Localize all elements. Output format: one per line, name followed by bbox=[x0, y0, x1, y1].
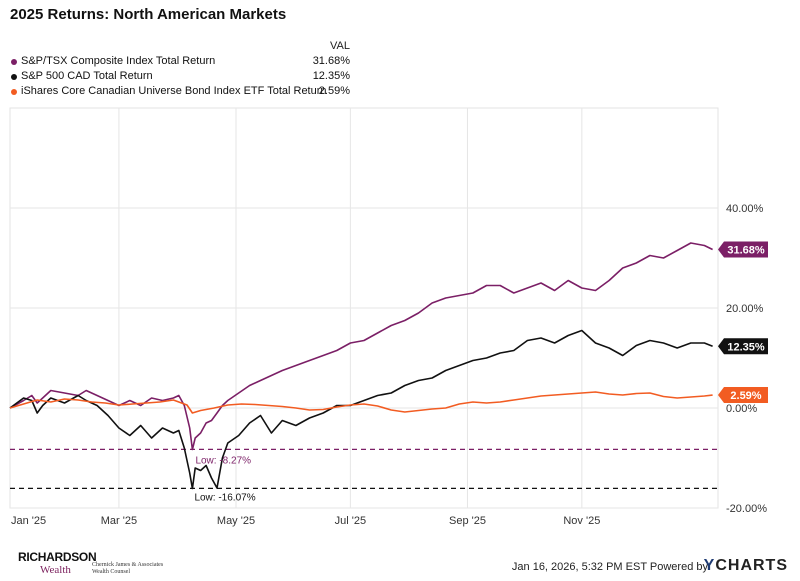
legend-dot-sp500 bbox=[11, 74, 17, 80]
end-badge-1 bbox=[718, 338, 768, 355]
legend-item-tsx[interactable]: S&P/TSX Composite Index Total Return 31.… bbox=[10, 55, 350, 69]
series-line-1 bbox=[9, 329, 713, 490]
legend-label-sp500: S&P 500 CAD Total Return bbox=[21, 70, 153, 82]
legend-value-sp500: 12.35% bbox=[312, 70, 350, 82]
end-label-0: 31.68% bbox=[727, 245, 765, 257]
series-line-2 bbox=[9, 391, 713, 414]
low-label-sp500: Low: -16.07% bbox=[194, 492, 255, 503]
legend-item-sp500[interactable]: S&P 500 CAD Total Return 12.35% bbox=[10, 70, 350, 84]
y-tick-label: -20.00% bbox=[726, 503, 767, 515]
end-badge-2 bbox=[718, 387, 768, 404]
logo-tag-1: Chernick James & Associates bbox=[92, 562, 164, 568]
x-tick-label: Jul '25 bbox=[335, 515, 366, 527]
legend-dot-tsx bbox=[11, 59, 17, 65]
end-label-2: 2.59% bbox=[730, 390, 761, 402]
ycharts-y: Y bbox=[703, 557, 716, 574]
end-badge-0 bbox=[718, 241, 768, 258]
legend-dot-bond bbox=[11, 89, 17, 95]
legend-item-bond[interactable]: iShares Core Canadian Universe Bond Inde… bbox=[10, 85, 350, 99]
series-line-0 bbox=[9, 242, 713, 451]
legend-label-tsx: S&P/TSX Composite Index Total Return bbox=[21, 55, 216, 67]
legend-value-bond: 2.59% bbox=[318, 85, 350, 97]
end-label-1: 12.35% bbox=[727, 341, 765, 353]
footer-timestamp: Jan 16, 2026, 5:32 PM EST Powered by bbox=[511, 561, 708, 573]
x-tick-label: Mar '25 bbox=[101, 515, 137, 527]
legend-value-tsx: 31.68% bbox=[312, 55, 350, 67]
x-tick-label: Nov '25 bbox=[563, 515, 600, 527]
logo-sub: Wealth bbox=[40, 564, 71, 576]
chart-area: Jan '25 Mar '25 May '25 Jul '25 Sep '25 Nov '… bbox=[9, 107, 768, 527]
chart-title: 2025 Returns: North American Markets bbox=[10, 6, 287, 23]
y-tick-label: 40.00% bbox=[726, 203, 764, 215]
logo-main: RICHARDSON bbox=[18, 550, 97, 564]
y-tick-label: 20.00% bbox=[726, 303, 764, 315]
richardson-wealth-logo: RICHARDSON Wealth Chernick James & Assoc… bbox=[18, 550, 163, 576]
legend-value-header: VAL bbox=[330, 40, 350, 52]
x-tick-label: May '25 bbox=[217, 515, 255, 527]
x-tick-label: Jan '25 bbox=[11, 515, 46, 527]
y-tick-label: 0.00% bbox=[726, 403, 757, 415]
x-tick-label: Sep '25 bbox=[449, 515, 486, 527]
low-label-tsx: Low: -8.27% bbox=[195, 455, 251, 466]
ycharts-logo[interactable]: YCHARTS bbox=[704, 557, 788, 575]
ycharts-rest: CHARTS bbox=[715, 557, 788, 574]
logo-tagline: Chernick James & Associates Wealth Couns… bbox=[92, 562, 182, 576]
logo-tag-2: Wealth Counsel bbox=[92, 569, 131, 575]
legend-label-bond: iShares Core Canadian Universe Bond Inde… bbox=[21, 85, 327, 97]
